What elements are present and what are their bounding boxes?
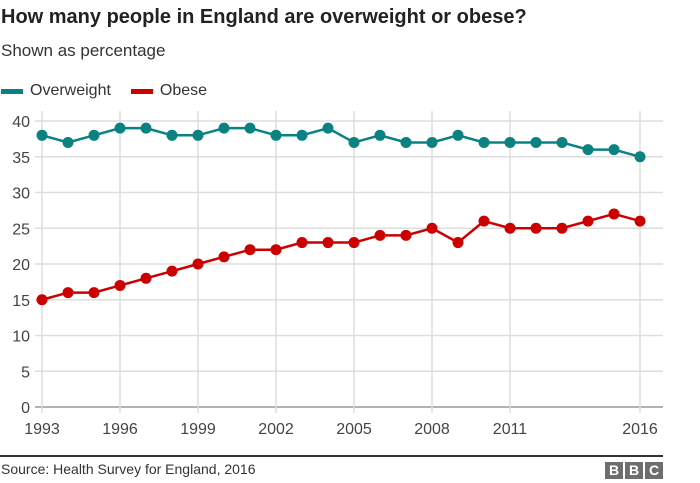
data-point-overweight xyxy=(374,129,386,141)
bbc-logo-letter: B xyxy=(625,462,643,479)
data-point-overweight xyxy=(218,122,230,134)
data-point-obese xyxy=(62,287,74,299)
data-point-obese xyxy=(582,215,594,227)
data-point-overweight xyxy=(452,129,464,141)
data-point-obese xyxy=(608,208,620,220)
legend-label-obese: Obese xyxy=(159,82,208,99)
data-point-overweight xyxy=(296,129,308,141)
data-point-overweight xyxy=(504,136,516,148)
y-tick-label: 40 xyxy=(12,114,30,131)
data-point-obese xyxy=(88,287,100,299)
y-tick-label: 35 xyxy=(12,150,30,167)
data-point-overweight xyxy=(348,136,360,148)
data-point-obese xyxy=(140,272,152,284)
data-point-overweight xyxy=(36,129,48,141)
data-point-overweight xyxy=(634,151,646,163)
series-line-obese xyxy=(41,212,641,301)
data-point-overweight xyxy=(244,122,256,134)
series-line-overweight xyxy=(41,126,641,158)
data-point-overweight xyxy=(400,136,412,148)
x-tick-label: 2016 xyxy=(622,421,658,438)
y-tick-label: 0 xyxy=(21,400,30,417)
data-point-obese xyxy=(114,279,126,291)
data-point-obese xyxy=(556,222,568,234)
y-tick-label: 5 xyxy=(21,364,30,381)
footer-divider xyxy=(0,455,663,457)
data-point-obese xyxy=(400,229,412,241)
x-tick-label: 2002 xyxy=(258,421,294,438)
data-point-overweight xyxy=(608,144,620,156)
y-tick-label: 25 xyxy=(12,221,30,238)
data-point-overweight xyxy=(582,144,594,156)
data-point-obese xyxy=(504,222,516,234)
legend-label-overweight: Overweight xyxy=(30,82,111,99)
chart-title: How many people in England are overweigh… xyxy=(1,6,527,28)
x-tick-label: 1993 xyxy=(24,421,60,438)
legend: Overweight Obese xyxy=(1,82,227,100)
data-point-obese xyxy=(322,237,334,249)
data-point-overweight xyxy=(478,136,490,148)
data-point-obese xyxy=(348,237,360,249)
data-point-overweight xyxy=(88,129,100,141)
x-tick-label: 2011 xyxy=(493,421,528,438)
legend-swatch-obese xyxy=(130,88,153,94)
data-point-overweight xyxy=(426,136,438,148)
y-tick-label: 30 xyxy=(12,186,30,203)
data-point-obese xyxy=(634,215,646,227)
data-point-obese xyxy=(218,251,230,263)
y-tick-label: 15 xyxy=(12,293,30,310)
x-tick-label: 1999 xyxy=(180,421,216,438)
bbc-logo-letter: B xyxy=(605,462,623,479)
data-point-obese xyxy=(426,222,438,234)
data-point-overweight xyxy=(114,122,126,134)
y-tick-label: 20 xyxy=(12,257,30,274)
data-point-obese xyxy=(270,244,282,256)
legend-item-overweight: Overweight xyxy=(1,82,111,100)
data-point-obese xyxy=(296,237,308,249)
data-point-overweight xyxy=(270,129,282,141)
data-point-overweight xyxy=(322,122,334,134)
legend-swatch-overweight xyxy=(1,88,23,94)
data-point-obese xyxy=(192,258,204,270)
data-point-obese xyxy=(478,215,490,227)
source-text: Source: Health Survey for England, 2016 xyxy=(1,461,256,477)
bbc-logo: B B C xyxy=(605,462,663,479)
data-point-overweight xyxy=(556,136,568,148)
legend-item-obese: Obese xyxy=(130,82,208,100)
data-point-obese xyxy=(452,237,464,249)
y-tick-label: 10 xyxy=(12,329,30,346)
x-tick-label: 2005 xyxy=(336,421,372,438)
x-tick-label: 1996 xyxy=(102,421,138,438)
data-point-obese xyxy=(374,229,386,241)
data-point-overweight xyxy=(166,129,178,141)
data-point-overweight xyxy=(192,129,204,141)
data-point-obese xyxy=(36,294,48,306)
x-tick-label: 2008 xyxy=(414,421,450,438)
bbc-logo-letter: C xyxy=(645,462,663,479)
data-point-obese xyxy=(530,222,542,234)
data-point-obese xyxy=(166,265,178,277)
data-point-overweight xyxy=(62,136,74,148)
data-point-overweight xyxy=(140,122,152,134)
data-point-obese xyxy=(244,244,256,256)
data-point-overweight xyxy=(530,136,542,148)
chart-subtitle: Shown as percentage xyxy=(1,41,166,60)
